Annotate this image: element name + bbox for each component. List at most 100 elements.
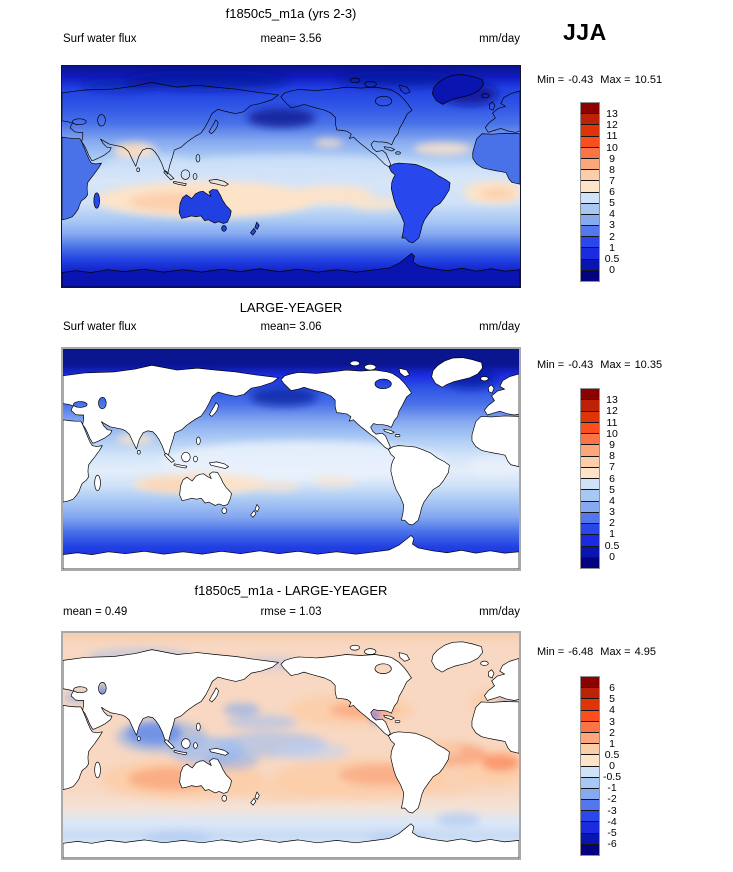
colorbar-segment: [581, 169, 599, 181]
colorbar-segment: [581, 799, 599, 811]
colorbar-segment: [581, 810, 599, 822]
rmse-stat: rmse = 1.03: [260, 606, 322, 618]
colorbar-segment: [581, 478, 599, 490]
colorbar-tick-label: 0: [609, 550, 615, 563]
colorbar-tick-label: 6: [609, 472, 615, 485]
colorbar-tick-label: 6: [609, 681, 615, 694]
stats-row: Surf water flux mean= 3.56 mm/day: [62, 33, 520, 48]
colorbar-segment: [581, 202, 599, 214]
colorbar-tick-label: 0.5: [604, 748, 620, 761]
units-label: mm/day: [479, 606, 520, 618]
colorbar-segment: [581, 444, 599, 456]
colorbar-segment: [581, 677, 599, 688]
max-label: Max =: [600, 646, 631, 658]
minmax-readout: Min = -6.48 Max = 4.95: [537, 646, 656, 658]
colorbar-segment: [581, 720, 599, 732]
colorbar-tick-label: 5: [609, 693, 615, 705]
obs-map: [61, 347, 521, 571]
colorbar-tick-label: 1: [609, 241, 615, 254]
colorbar-segment: [581, 765, 599, 777]
colorbar-segment: [581, 698, 599, 710]
stats-row: Surf water flux mean= 3.06 mm/day: [62, 321, 520, 336]
colorbar-segment: [581, 247, 599, 259]
mean-stat: mean = 0.49: [63, 606, 128, 618]
colorbar-segment: [581, 731, 599, 744]
minmax-readout: Min = -0.43 Max = 10.35: [537, 359, 662, 371]
colorbar-tick-label: 5: [609, 196, 615, 209]
min-value: -0.43: [568, 74, 594, 86]
colorbar-tick-label: 10: [606, 427, 618, 440]
variable-label: Surf water flux: [63, 321, 137, 333]
diff-map: [61, 631, 521, 860]
colorbar-tick-label: 7: [609, 461, 615, 474]
colorbar-segment: [581, 236, 599, 248]
colorbar-tick-label: 3: [609, 715, 615, 728]
colorbar-segment: [581, 146, 599, 158]
colorbar-segment: [581, 754, 599, 766]
colorbar-tick-label: 9: [609, 152, 615, 165]
model-map: [61, 65, 521, 288]
colorbar-segment: [581, 843, 599, 855]
colorbar-segment: [581, 743, 599, 755]
colorbar-tick-label: 2: [609, 517, 615, 529]
colorbar-segment: [581, 103, 599, 114]
colorbar-tick-label: 1: [609, 737, 615, 750]
colorbar: 13 12 11 10 9 8 7 6 5 4 3 2 1 0.5 0: [580, 102, 619, 282]
colorbar-segment: [581, 135, 599, 147]
colorbar-tick-label: -3: [607, 804, 617, 817]
max-value: 4.95: [634, 646, 656, 658]
colorbar-tick-label: 4: [609, 494, 615, 507]
colorbar-segment: [581, 455, 599, 467]
colorbar-tick-label: 3: [609, 219, 615, 232]
min-label: Min =: [537, 646, 565, 658]
colorbar-segment: [581, 545, 599, 557]
colorbar-tick-label: -1: [607, 782, 617, 794]
max-value: 10.35: [634, 359, 663, 371]
colorbar-segment: [581, 269, 599, 281]
colorbar-tick-label: 9: [609, 438, 615, 451]
colorbar-segment: [581, 709, 599, 721]
colorbar-tick-label: 13: [606, 107, 618, 120]
max-label: Max =: [600, 359, 631, 371]
colorbar-tick-label: 7: [609, 174, 615, 187]
colorbar-tick-label: -6: [607, 837, 617, 850]
colorbar-tick-label: 0: [609, 759, 615, 772]
colorbar-segment: [581, 389, 599, 400]
stats-row: mean = 0.49 rmse = 1.03 mm/day: [62, 606, 520, 621]
min-value: -6.48: [568, 646, 594, 658]
colorbar-segment: [581, 489, 599, 501]
colorbar-segment: [581, 157, 599, 170]
colorbar-tick-label: 11: [606, 130, 618, 143]
colorbar-tick-label: 2: [609, 726, 615, 739]
colorbar-tick-label: 13: [606, 393, 618, 406]
colorbar: 6 5 4 3 2 1 0.5 0 -0.5 -1 -2 -3 -4 -5 -6: [580, 676, 621, 856]
colorbar-segment: [581, 776, 599, 788]
colorbar-segment: [581, 787, 599, 800]
colorbar-tick-label: 12: [606, 119, 618, 131]
colorbar-tick-label: 4: [609, 208, 615, 220]
min-value: -0.43: [568, 359, 594, 371]
colorbar-tick-label: 2: [609, 230, 615, 243]
colorbar-segment: [581, 821, 599, 833]
colorbar-tick-label: 4: [609, 704, 615, 717]
colorbar-segment: [581, 410, 599, 422]
units-label: mm/day: [479, 321, 520, 333]
colorbar-tick-label: 10: [606, 141, 618, 154]
colorbar-segment: [581, 534, 599, 546]
page-title: f1850c5_m1a (yrs 2-3): [225, 6, 357, 21]
min-label: Min =: [537, 74, 565, 86]
colorbar-segment: [581, 511, 599, 523]
colorbar-tick-label: 8: [609, 163, 615, 176]
colorbar-segment: [581, 191, 599, 203]
units-label: mm/day: [479, 33, 520, 45]
page-title: LARGE-YEAGER: [239, 300, 343, 315]
colorbar-tick-label: 12: [606, 405, 618, 418]
max-label: Max =: [600, 74, 631, 86]
colorbar-tick-label: 0: [609, 263, 615, 276]
colorbar-tick-label: -2: [607, 793, 617, 806]
colorbar-segment: [581, 399, 599, 411]
colorbar-segment: [581, 500, 599, 512]
colorbar-segment: [581, 213, 599, 226]
minmax-readout: Min = -0.43 Max = 10.51: [537, 74, 662, 86]
